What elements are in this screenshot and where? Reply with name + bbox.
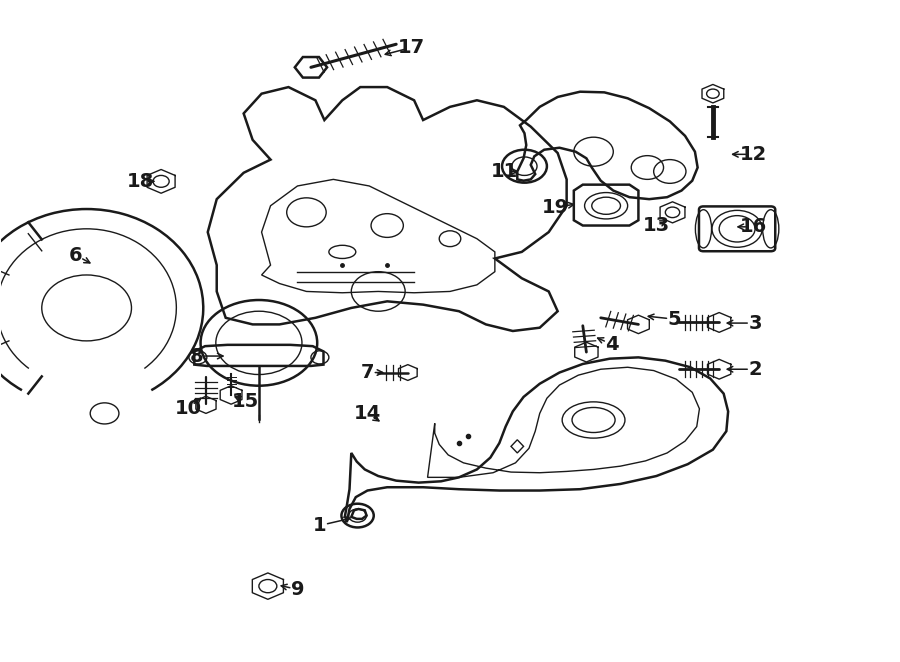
Text: 11: 11 bbox=[491, 162, 518, 181]
Text: 18: 18 bbox=[127, 172, 154, 191]
Text: 19: 19 bbox=[543, 197, 570, 216]
Text: 2: 2 bbox=[748, 359, 762, 379]
Text: 14: 14 bbox=[354, 404, 381, 423]
Text: 1: 1 bbox=[313, 516, 327, 535]
Text: 7: 7 bbox=[361, 363, 374, 382]
Text: 3: 3 bbox=[748, 314, 761, 332]
Text: 10: 10 bbox=[175, 399, 202, 418]
Text: 9: 9 bbox=[291, 580, 304, 599]
Text: 5: 5 bbox=[668, 310, 681, 328]
Text: 16: 16 bbox=[740, 217, 767, 236]
Text: 6: 6 bbox=[69, 246, 83, 265]
Text: 4: 4 bbox=[605, 335, 618, 354]
Text: 17: 17 bbox=[398, 38, 425, 57]
Text: 15: 15 bbox=[232, 392, 259, 411]
Text: 13: 13 bbox=[643, 216, 670, 235]
Text: 12: 12 bbox=[740, 145, 767, 164]
Text: 8: 8 bbox=[190, 346, 203, 365]
